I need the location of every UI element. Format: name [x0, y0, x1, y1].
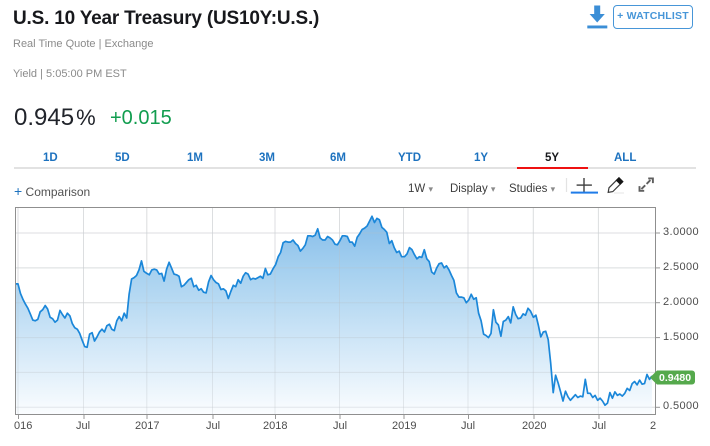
svg-text:0.9480: 0.9480	[659, 372, 691, 384]
